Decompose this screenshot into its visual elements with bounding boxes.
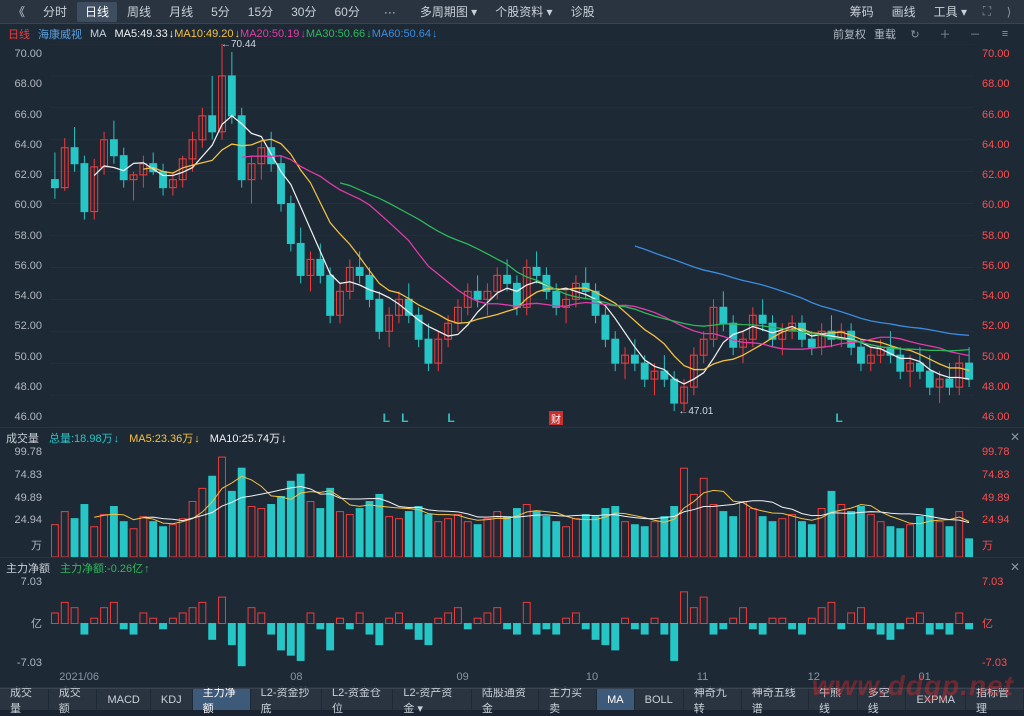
tab-13[interactable]: 神奇五线谱: [742, 689, 809, 710]
zoom-out-icon[interactable]: －: [967, 26, 983, 42]
vol-legend: 总量:18.98万: [49, 430, 119, 446]
flow-panel[interactable]: 主力净额主力净额:-0.26亿 ✕ 7.03亿-7.03 7.03亿-7.03 …: [0, 558, 1024, 688]
timeframe-10[interactable]: 个股资料 ▾: [487, 2, 560, 22]
y-axis-right: 70.0068.0066.0064.0062.0060.0058.0056.00…: [976, 44, 1024, 427]
vol-y-axis-left: 99.7874.8349.8924.94万: [0, 428, 48, 557]
tab-8[interactable]: 陆股通资金: [472, 689, 539, 710]
timeframe-7[interactable]: 60分: [326, 2, 367, 22]
tab-15[interactable]: 多空线: [858, 689, 907, 710]
flow-header: 主力净额主力净额:-0.26亿: [6, 560, 150, 576]
list-icon[interactable]: ≡: [997, 26, 1013, 42]
x-tick: 10: [586, 671, 598, 683]
vol-legend: 成交量: [6, 430, 39, 446]
ma-legend: MA10:49.20: [174, 28, 240, 40]
tab-3[interactable]: KDJ: [151, 689, 193, 710]
back-button[interactable]: 《: [5, 0, 33, 23]
ma-legend: MA5:49.33: [115, 28, 175, 40]
stock-name: 海康威视: [38, 26, 82, 42]
tab-1[interactable]: 成交额: [49, 689, 98, 710]
ma-legend: MA30:50.66: [306, 28, 372, 40]
vol-legend: MA10:25.74万: [210, 430, 287, 446]
tool-1[interactable]: 画线: [884, 2, 924, 22]
app-root: 《 分时日线周线月线5分15分30分60分···多周期图 ▾个股资料 ▾诊股 筹…: [0, 0, 1024, 710]
vol-legend: MA5:23.36万: [129, 430, 200, 446]
volume-header: 成交量总量:18.98万 MA5:23.36万 MA10:25.74万: [6, 430, 287, 446]
tab-6[interactable]: L2-资金仓位: [322, 689, 393, 710]
flow-y-axis-right: 7.03亿-7.03: [976, 558, 1024, 687]
tab-2[interactable]: MACD: [97, 689, 150, 710]
ma-legend: MA20:50.19: [240, 28, 306, 40]
x-axis: 2021/06 08 09 10 11 12 01: [50, 671, 974, 687]
tab-14[interactable]: 牛熊线: [809, 689, 858, 710]
timeframe-6[interactable]: 30分: [283, 2, 324, 22]
flow-y-axis-left: 7.03亿-7.03: [0, 558, 48, 687]
tab-5[interactable]: L2-资金抄底: [251, 689, 322, 710]
main-chart-panel[interactable]: 70.0068.0066.0064.0062.0060.0058.0056.00…: [0, 44, 1024, 428]
timeframe-0[interactable]: 分时: [35, 2, 75, 22]
close-icon[interactable]: ✕: [1008, 430, 1022, 444]
zoom-in-icon[interactable]: ＋: [937, 26, 953, 42]
tab-12[interactable]: 神奇九转: [684, 689, 742, 710]
ma-label: MA: [90, 28, 107, 40]
timeframe-1[interactable]: 日线: [77, 2, 117, 22]
expand-icon[interactable]: ⛶: [979, 4, 995, 20]
legend-bar: 日线 海康威视 MA MA5:49.33MA10:49.20MA20:50.19…: [0, 24, 1024, 44]
chart-area: 70.0068.0066.0064.0062.0060.0058.0056.00…: [0, 44, 1024, 688]
period-tag: 日线: [8, 26, 30, 42]
x-tick: 09: [457, 671, 469, 683]
tab-9[interactable]: 主力买卖: [539, 689, 597, 710]
x-tick: 2021/06: [59, 671, 99, 683]
flow-legend: 主力净额: [6, 560, 50, 576]
tab-16[interactable]: EXPMA: [906, 689, 966, 710]
indicator-tabs: 成交量成交额MACDKDJ主力净额L2-资金抄底L2-资金仓位L2-资产资金 ▾…: [0, 688, 1024, 710]
timeframe-4[interactable]: 5分: [203, 2, 238, 22]
timeframe-9[interactable]: 多周期图 ▾: [412, 2, 485, 22]
timeframe-5[interactable]: 15分: [240, 2, 281, 22]
tab-10[interactable]: MA: [597, 689, 635, 710]
flow-legend: 主力净额:-0.26亿: [60, 560, 150, 576]
vol-y-axis-right: 99.7874.8349.8924.94万: [976, 428, 1024, 557]
tab-0[interactable]: 成交量: [0, 689, 49, 710]
y-axis-left: 70.0068.0066.0064.0062.0060.0058.0056.00…: [0, 44, 48, 427]
refresh-icon[interactable]: ↻: [907, 26, 923, 42]
tool-0[interactable]: 筹码: [842, 2, 882, 22]
reload-label[interactable]: 重载: [874, 26, 896, 42]
timeframe-2[interactable]: 周线: [119, 2, 159, 22]
close-icon[interactable]: ✕: [1008, 560, 1022, 574]
tab-11[interactable]: BOLL: [635, 689, 684, 710]
ma-legend: MA60:50.64: [372, 28, 438, 40]
x-tick: 11: [697, 671, 708, 683]
timeframe-3[interactable]: 月线: [161, 2, 201, 22]
x-tick: 08: [290, 671, 302, 683]
tool-2[interactable]: 工具 ▾: [926, 2, 975, 22]
tab-17[interactable]: 指标管理: [966, 689, 1024, 710]
x-tick: 12: [808, 671, 820, 683]
tab-7[interactable]: L2-资产资金 ▾: [393, 689, 472, 710]
tab-4[interactable]: 主力净额: [193, 689, 251, 710]
x-tick: 01: [919, 671, 931, 683]
volume-panel[interactable]: 成交量总量:18.98万 MA5:23.36万 MA10:25.74万 ✕ 99.7…: [0, 428, 1024, 558]
timeframe-8[interactable]: ···: [376, 2, 404, 22]
adjust-label[interactable]: 前复权: [833, 26, 866, 42]
timeframe-11[interactable]: 诊股: [563, 2, 603, 22]
top-toolbar: 《 分时日线周线月线5分15分30分60分 ··· 多周期图 ▾个股资料 ▾诊股 筹…: [0, 0, 1024, 24]
more-icon[interactable]: ⟩: [1001, 4, 1017, 20]
